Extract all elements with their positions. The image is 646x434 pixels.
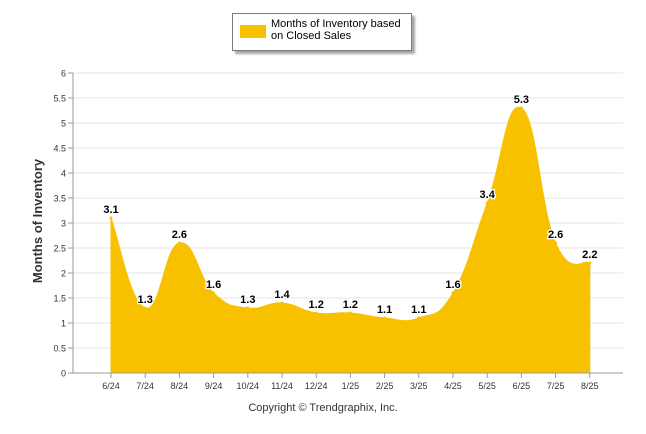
x-tick-label: 6/24 — [102, 381, 120, 391]
data-point — [588, 261, 592, 265]
data-label: 1.3 — [138, 294, 153, 306]
area-layer — [109, 106, 592, 374]
x-tick-label: 7/24 — [136, 381, 154, 391]
y-tick-label: 1 — [61, 319, 66, 329]
y-tick-label: 0.5 — [53, 344, 66, 354]
x-tick-label: 1/25 — [342, 381, 360, 391]
y-tick-label: 6 — [61, 69, 66, 79]
y-axis-title: Months of Inventory — [30, 158, 45, 283]
data-point — [143, 306, 147, 310]
data-label: 2.2 — [582, 249, 597, 261]
y-tick-label: 0 — [61, 369, 66, 379]
y-tick-label: 2 — [61, 269, 66, 279]
y-tick-label: 4 — [61, 169, 66, 179]
data-label: 3.1 — [103, 204, 118, 216]
data-label: 1.1 — [377, 304, 392, 316]
y-tick-label: 3.5 — [53, 194, 66, 204]
y-tick-label: 5.5 — [53, 94, 66, 104]
data-label: 1.4 — [274, 289, 290, 301]
y-tick-label: 2.5 — [53, 244, 66, 254]
x-tick-label: 6/25 — [513, 381, 531, 391]
data-point — [280, 301, 284, 305]
data-label: 2.6 — [172, 229, 187, 241]
data-label: 1.2 — [309, 299, 324, 311]
x-tick-label: 5/25 — [478, 381, 496, 391]
data-point — [212, 291, 216, 295]
legend-swatch — [240, 25, 266, 38]
data-label: 1.6 — [206, 279, 221, 291]
x-tick-label: 12/24 — [305, 381, 328, 391]
data-point — [109, 216, 113, 220]
legend: Months of Inventory based on Closed Sale… — [232, 13, 412, 51]
y-tick-label: 5 — [61, 119, 66, 129]
data-point — [246, 306, 250, 310]
data-label: 3.4 — [480, 189, 496, 201]
data-label: 1.1 — [411, 304, 426, 316]
data-point — [451, 291, 455, 295]
x-tick-label: 10/24 — [237, 381, 260, 391]
y-tick-label: 3 — [61, 219, 66, 229]
data-point — [383, 316, 387, 320]
data-label: 1.3 — [240, 294, 255, 306]
x-tick-label: 9/24 — [205, 381, 223, 391]
data-label: 1.6 — [445, 279, 460, 291]
data-point — [519, 106, 523, 110]
data-label: 2.6 — [548, 229, 563, 241]
axis-layer: 0 0.5 1 1.5 2 2.5 3 3.5 4 4.5 5 5.5 6 6/24 7/24 8/24 9/2… — [53, 69, 623, 391]
data-label: 1.2 — [343, 299, 358, 311]
x-tick-label: 8/25 — [581, 381, 599, 391]
x-tick-label: 4/25 — [444, 381, 462, 391]
copyright-text: Copyright © Trendgraphix, Inc. — [248, 402, 398, 414]
legend-label: Months of Inventory based on Closed Sale… — [271, 18, 401, 42]
x-tick-label: 2/25 — [376, 381, 394, 391]
x-tick-label: 8/24 — [171, 381, 189, 391]
data-point — [417, 316, 421, 320]
data-point — [314, 311, 318, 315]
data-point — [348, 311, 352, 315]
x-tick-label: 3/25 — [410, 381, 428, 391]
x-tick-label: 7/25 — [547, 381, 565, 391]
data-label-layer: 3.1 1.3 2.6 1.6 1.3 1.4 1.2 1.2 1.1 1.1 1.6 3.4 5.3 2… — [102, 93, 599, 318]
data-point — [177, 241, 181, 245]
data-point — [554, 241, 558, 245]
y-tick-label: 4.5 — [53, 144, 66, 154]
x-tick-label: 11/24 — [271, 381, 293, 391]
data-point — [485, 201, 489, 205]
y-tick-label: 1.5 — [53, 294, 66, 304]
data-label: 5.3 — [514, 94, 529, 106]
